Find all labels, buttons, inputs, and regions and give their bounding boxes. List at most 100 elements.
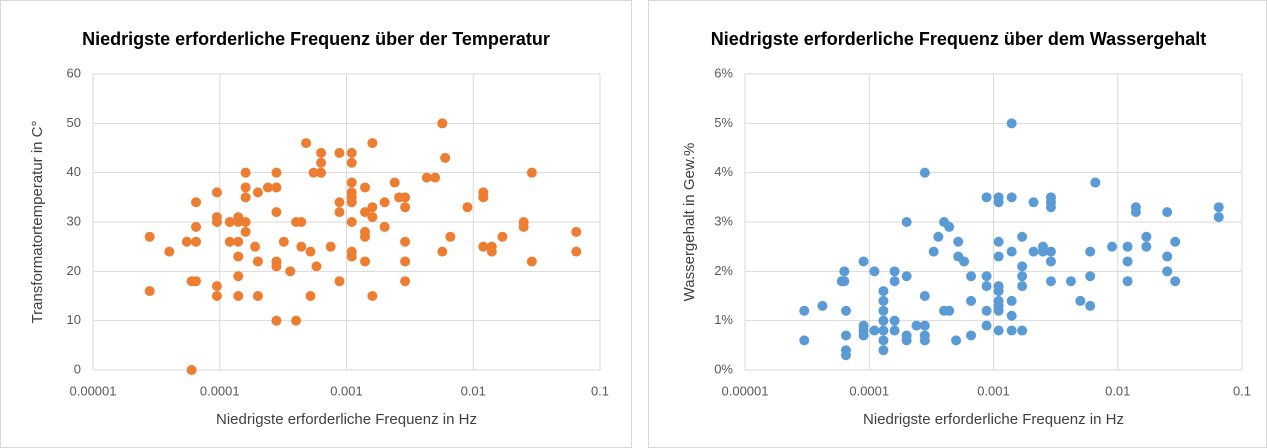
data-point [233, 251, 244, 262]
data-point [250, 241, 261, 252]
data-point [360, 256, 371, 267]
data-point [901, 217, 912, 227]
x-tick-label: 0.00001 [722, 383, 769, 398]
data-point [325, 241, 336, 252]
data-point [305, 291, 316, 301]
data-point [981, 305, 992, 316]
data-point [360, 231, 371, 242]
data-point [271, 261, 282, 272]
x-tick-label: 0.001 [977, 383, 1010, 398]
data-point [437, 246, 448, 257]
data-point [1006, 310, 1017, 321]
data-point [233, 236, 244, 247]
data-point [1162, 266, 1173, 277]
data-point [144, 231, 155, 242]
data-point [1130, 207, 1141, 218]
data-point [518, 221, 529, 232]
data-point [316, 157, 327, 168]
data-point [889, 276, 900, 287]
data-point [1085, 300, 1096, 311]
data-point [486, 246, 497, 257]
data-point [878, 325, 889, 336]
data-point [1075, 295, 1086, 306]
data-point [389, 177, 400, 188]
y-tick-label: 40 [67, 164, 81, 179]
data-point [878, 315, 889, 326]
data-point [316, 147, 327, 158]
data-point [911, 320, 922, 331]
data-point [858, 330, 869, 341]
data-point [869, 325, 880, 336]
chart-title: Niedrigste erforderliche Frequenz über d… [711, 29, 1206, 49]
data-point [571, 226, 582, 237]
x-tick-label: 0.01 [1105, 383, 1130, 398]
data-point [240, 167, 251, 178]
data-point [1017, 325, 1028, 336]
data-point [240, 217, 251, 227]
data-point [400, 236, 411, 247]
y-tick-label: 50 [67, 115, 81, 130]
data-point [919, 335, 930, 346]
data-point [400, 202, 411, 213]
data-point [1107, 241, 1118, 252]
data-point [959, 256, 970, 267]
data-point [346, 217, 357, 227]
y-tick-label: 0% [714, 361, 733, 376]
y-tick-label: 5% [714, 115, 733, 130]
data-point [240, 192, 251, 203]
data-point [1017, 271, 1028, 282]
data-point [1017, 281, 1028, 292]
data-point [889, 266, 900, 277]
data-point [878, 305, 889, 316]
data-point [1170, 236, 1181, 247]
data-point [1006, 118, 1017, 129]
data-point [966, 271, 977, 282]
data-point [211, 187, 222, 198]
x-tick-label: 0.1 [1233, 383, 1251, 398]
data-point [497, 231, 508, 242]
data-point [944, 305, 955, 316]
data-point [1006, 246, 1017, 257]
data-point [271, 182, 282, 193]
data-point [981, 281, 992, 292]
data-point [240, 226, 251, 237]
data-point [367, 138, 378, 149]
y-tick-label: 4% [714, 164, 733, 179]
data-point [799, 305, 810, 316]
data-point [240, 182, 251, 193]
data-point [878, 286, 889, 297]
data-point [301, 138, 312, 149]
data-point [252, 187, 263, 198]
data-point [1162, 251, 1173, 262]
data-point [233, 217, 244, 227]
data-point [462, 202, 473, 213]
data-point [1085, 271, 1096, 282]
data-point [305, 246, 316, 257]
data-point [878, 345, 889, 356]
data-point [1045, 276, 1056, 287]
data-point [841, 305, 852, 316]
data-point [334, 147, 345, 158]
chart: Niedrigste erforderliche Frequenz über d… [681, 29, 1251, 428]
data-point [901, 271, 912, 282]
data-point [993, 236, 1004, 247]
data-point [233, 271, 244, 282]
data-point [966, 330, 977, 341]
data-point [271, 167, 282, 178]
x-tick-label: 0.0001 [200, 383, 240, 398]
data-point [144, 286, 155, 297]
data-point [211, 217, 222, 227]
data-point [839, 266, 850, 277]
data-point [334, 207, 345, 218]
data-point [889, 315, 900, 326]
data-point [311, 261, 322, 272]
data-point [933, 231, 944, 242]
data-point [953, 236, 964, 247]
x-tick-label: 0.0001 [849, 383, 889, 398]
data-point [1170, 276, 1181, 287]
data-point [430, 172, 441, 183]
y-tick-label: 30 [67, 213, 81, 228]
data-point [346, 251, 357, 262]
data-point [944, 221, 955, 232]
